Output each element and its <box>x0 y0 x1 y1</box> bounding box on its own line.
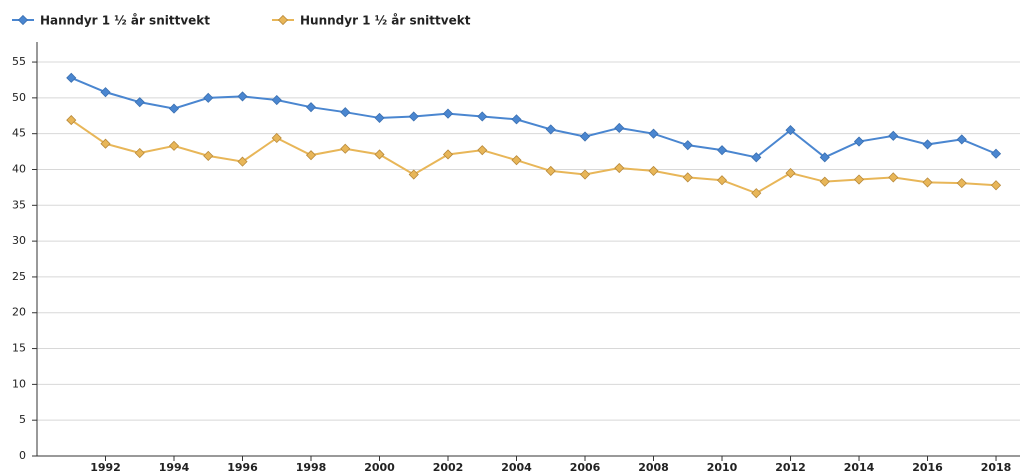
point <box>477 111 488 122</box>
point <box>579 169 591 180</box>
y-tick-label: 40 <box>12 162 26 175</box>
point <box>408 169 419 180</box>
point <box>545 165 556 176</box>
y-tick-label: 35 <box>12 198 26 211</box>
point <box>340 107 351 118</box>
y-tick-label: 10 <box>12 377 26 390</box>
x-tick-label: 2004 <box>501 461 532 473</box>
point <box>408 111 419 122</box>
point <box>271 94 282 106</box>
point <box>785 168 796 179</box>
y-tick-label: 5 <box>19 413 26 426</box>
point <box>305 150 317 161</box>
point <box>203 150 214 161</box>
point <box>682 172 693 183</box>
x-tick-label: 2008 <box>638 461 669 473</box>
point <box>888 172 899 183</box>
point <box>922 177 933 188</box>
point <box>545 124 556 135</box>
point <box>853 174 865 185</box>
point <box>614 162 625 174</box>
point <box>751 188 762 199</box>
y-tick-label: 30 <box>12 234 26 247</box>
x-tick-label: 2006 <box>570 461 601 473</box>
point <box>956 134 967 145</box>
point <box>511 114 522 125</box>
point <box>853 136 865 147</box>
point <box>340 143 351 154</box>
point <box>648 128 659 139</box>
point <box>305 102 317 113</box>
point <box>66 72 77 83</box>
point <box>511 155 522 166</box>
point <box>237 156 248 167</box>
point <box>785 125 796 136</box>
point <box>751 152 762 163</box>
y-tick-label: 50 <box>12 91 26 104</box>
y-tick-label: 45 <box>12 127 26 140</box>
x-tick-label: 1996 <box>227 461 258 473</box>
x-tick-label: 2002 <box>433 461 464 473</box>
point <box>682 140 693 151</box>
x-tick-label: 2016 <box>912 461 943 473</box>
y-tick-label: 0 <box>19 449 26 462</box>
point <box>579 131 591 142</box>
x-tick-label: 1998 <box>296 461 327 473</box>
y-tick-label: 15 <box>12 342 26 355</box>
x-tick-label: 2018 <box>981 461 1012 473</box>
x-tick-label: 2014 <box>844 461 875 473</box>
point <box>716 145 728 156</box>
y-tick-label: 55 <box>12 55 26 68</box>
point <box>990 180 1002 191</box>
point <box>66 115 77 126</box>
x-tick-label: 1992 <box>90 461 121 473</box>
series-line <box>70 76 997 159</box>
point <box>614 122 625 134</box>
point <box>648 165 659 176</box>
x-tick-label: 2012 <box>775 461 806 473</box>
point <box>237 91 248 102</box>
series-line <box>70 119 997 195</box>
point <box>819 176 830 187</box>
point <box>374 112 385 123</box>
y-tick-label: 20 <box>12 306 26 319</box>
x-tick-label: 2010 <box>707 461 738 473</box>
point <box>442 149 454 160</box>
point <box>477 145 488 156</box>
legend-marker <box>17 14 29 26</box>
point <box>100 138 111 149</box>
x-tick-label: 1994 <box>159 461 190 473</box>
point <box>134 97 145 108</box>
legend-marker <box>277 14 289 26</box>
point <box>888 130 899 141</box>
point <box>271 132 282 144</box>
point <box>716 175 728 186</box>
legend-label: Hunndyr 1 ½ år snittvekt <box>300 14 471 28</box>
point <box>819 152 830 163</box>
point <box>374 149 385 160</box>
legend-label: Hanndyr 1 ½ år snittvekt <box>40 14 210 28</box>
point <box>956 178 967 189</box>
point <box>168 140 180 151</box>
point <box>442 108 454 119</box>
x-tick-label: 2000 <box>364 461 395 473</box>
point <box>100 87 111 98</box>
point <box>203 92 214 103</box>
point <box>168 103 180 114</box>
point <box>134 147 145 159</box>
point <box>922 139 933 150</box>
y-tick-label: 25 <box>12 270 26 283</box>
point <box>990 148 1002 159</box>
